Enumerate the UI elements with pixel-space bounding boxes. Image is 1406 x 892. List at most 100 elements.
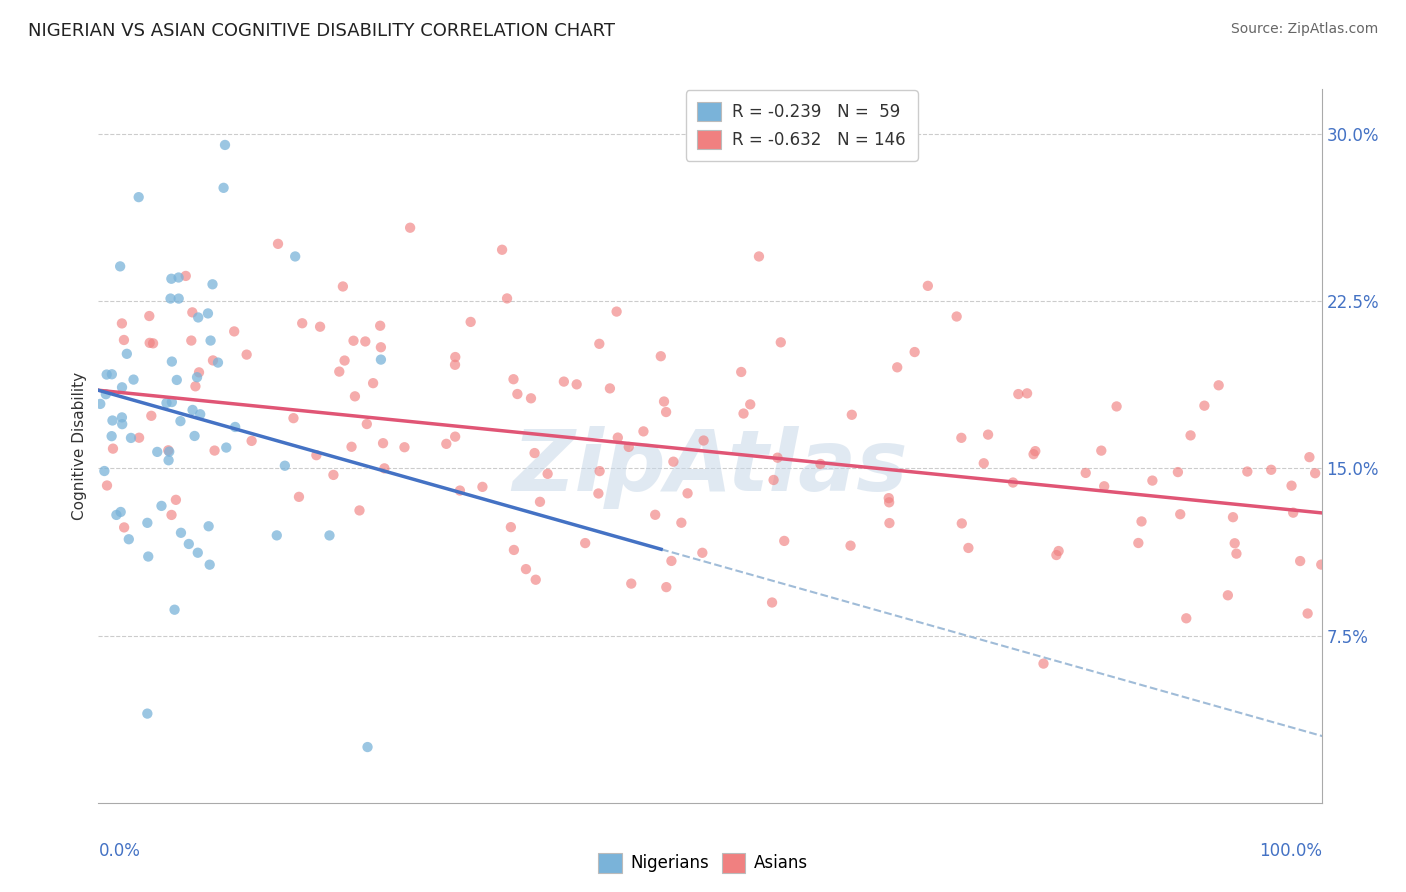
Point [1225, 547, 1247, 561]
Point [762, 473, 785, 487]
Point [1167, 465, 1189, 479]
Point [160, 395, 183, 409]
Point [692, 546, 714, 560]
Point [444, 430, 467, 444]
Point [283, 411, 305, 425]
Point [1281, 478, 1303, 492]
Point [676, 486, 699, 500]
Point [1222, 510, 1244, 524]
Point [1130, 515, 1153, 529]
Point [267, 236, 290, 251]
Point [186, 370, 208, 384]
Point [291, 316, 314, 330]
Point [112, 333, 135, 347]
Point [274, 458, 297, 473]
Point [662, 455, 685, 469]
Point [198, 558, 221, 572]
Point [96, 368, 118, 382]
Point [491, 243, 513, 257]
Point [434, 437, 457, 451]
Point [136, 516, 159, 530]
Point [187, 310, 209, 325]
Point [159, 292, 181, 306]
Point [356, 740, 378, 755]
Point [1142, 474, 1164, 488]
Point [536, 467, 558, 481]
Point [515, 562, 537, 576]
Point [141, 409, 163, 423]
Point [212, 181, 235, 195]
Point [1032, 657, 1054, 671]
Point [1223, 536, 1246, 550]
Point [181, 305, 204, 319]
Point [266, 528, 288, 542]
Text: Source: ZipAtlas.com: Source: ZipAtlas.com [1230, 22, 1378, 37]
Point [160, 354, 183, 368]
Point [529, 495, 551, 509]
Point [180, 334, 202, 348]
Point [520, 392, 543, 406]
Point [160, 271, 183, 285]
Point [184, 379, 207, 393]
Point [761, 595, 783, 609]
Point [740, 397, 762, 411]
Point [1092, 479, 1115, 493]
Point [204, 443, 226, 458]
Point [111, 380, 134, 394]
Point [215, 441, 238, 455]
Point [839, 539, 862, 553]
Point [224, 325, 246, 339]
Point [1282, 506, 1305, 520]
Point [655, 580, 678, 594]
Point [200, 334, 222, 348]
Point [122, 373, 145, 387]
Point [333, 353, 356, 368]
Point [620, 576, 643, 591]
Point [945, 310, 967, 324]
Point [93, 464, 115, 478]
Point [207, 355, 229, 369]
Legend: R = -0.239   N =  59, R = -0.632   N = 146: R = -0.239 N = 59, R = -0.632 N = 146 [686, 90, 918, 161]
Point [1310, 558, 1333, 572]
Point [150, 499, 173, 513]
Text: 0.0%: 0.0% [98, 842, 141, 860]
Point [361, 376, 384, 391]
Point [371, 436, 394, 450]
Point [354, 334, 377, 349]
Point [96, 478, 118, 492]
Y-axis label: Cognitive Disability: Cognitive Disability [72, 372, 87, 520]
Point [349, 503, 371, 517]
Point [284, 249, 307, 264]
Point [503, 543, 526, 558]
Point [877, 495, 900, 509]
Point [157, 453, 180, 467]
Point [588, 486, 610, 500]
Point [138, 335, 160, 350]
Point [177, 537, 200, 551]
Point [288, 490, 311, 504]
Point [118, 533, 141, 547]
Point [1303, 467, 1326, 481]
Point [644, 508, 666, 522]
Point [957, 541, 980, 555]
Point [496, 292, 519, 306]
Point [606, 431, 628, 445]
Point [1296, 607, 1319, 621]
Point [201, 277, 224, 292]
Point [356, 417, 378, 431]
Point [108, 260, 131, 274]
Point [142, 336, 165, 351]
Text: NIGERIAN VS ASIAN COGNITIVE DISABILITY CORRELATION CHART: NIGERIAN VS ASIAN COGNITIVE DISABILITY C… [28, 22, 614, 40]
Point [174, 268, 197, 283]
Point [183, 429, 205, 443]
Point [553, 375, 575, 389]
Point [101, 442, 124, 456]
Point [1022, 447, 1045, 461]
Point [1175, 611, 1198, 625]
Point [917, 278, 939, 293]
Point [328, 365, 350, 379]
Point [617, 440, 640, 454]
Point [111, 410, 134, 425]
Point [394, 440, 416, 454]
Point [692, 434, 714, 448]
